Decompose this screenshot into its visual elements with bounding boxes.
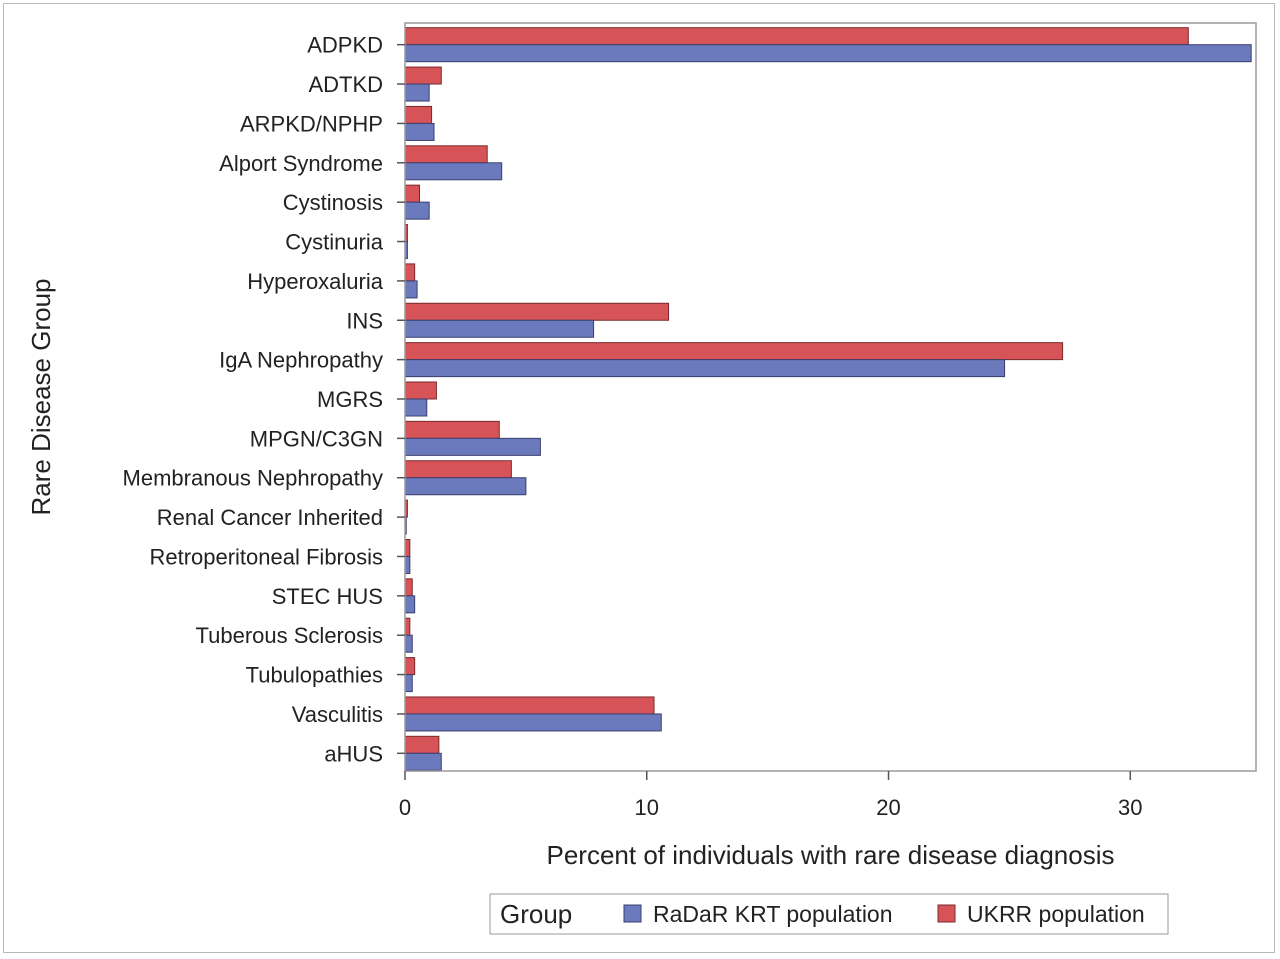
x-axis: 0 10 20 30 bbox=[399, 771, 1143, 820]
y-tick-label-17: Vasculitis bbox=[292, 702, 383, 727]
bar-radar-15 bbox=[404, 634, 413, 653]
bar-radar-14 bbox=[404, 595, 416, 614]
bar-ukrr-17 bbox=[404, 696, 655, 715]
bar-radar-7 bbox=[404, 319, 595, 338]
bar-ukrr-11 bbox=[404, 460, 512, 479]
x-axis-title: Percent of individuals with rare disease… bbox=[547, 840, 1115, 870]
bar-ukrr-6 bbox=[404, 263, 416, 282]
legend-label-ukrr: UKRR population bbox=[967, 901, 1145, 927]
bar-radar-11 bbox=[404, 477, 527, 496]
bar-radar-9 bbox=[404, 398, 428, 417]
bar-ukrr-4 bbox=[404, 184, 421, 203]
bar-ukrr-18 bbox=[404, 735, 440, 754]
y-tick-label-6: Hyperoxaluria bbox=[247, 269, 383, 294]
bar-ukrr-10 bbox=[404, 420, 500, 439]
y-tick-label-9: MGRS bbox=[317, 387, 383, 412]
y-tick-label-8: IgA Nephropathy bbox=[219, 348, 383, 373]
x-tick-label-3: 30 bbox=[1118, 795, 1142, 820]
y-axis: ADPKD ADTKD ARPKD/NPHP Alport Syndrome Cysti… bbox=[123, 33, 405, 766]
x-tick-label-2: 20 bbox=[876, 795, 900, 820]
bar-ukrr-2 bbox=[404, 105, 433, 124]
bar-ukrr-8 bbox=[404, 342, 1064, 361]
bar-radar-2 bbox=[404, 122, 435, 141]
y-tick-label-14: STEC HUS bbox=[272, 584, 383, 609]
bar-ukrr-1 bbox=[404, 66, 442, 85]
y-tick-label-3: Alport Syndrome bbox=[219, 151, 383, 176]
bar-ukrr-14 bbox=[404, 578, 413, 597]
bar-radar-6 bbox=[404, 280, 418, 299]
y-tick-label-4: Cystinosis bbox=[283, 190, 383, 215]
y-tick-label-5: Cystinuria bbox=[285, 230, 384, 255]
bar-ukrr-9 bbox=[404, 381, 437, 400]
bar-radar-3 bbox=[404, 162, 503, 181]
bar-ukrr-7 bbox=[404, 302, 670, 321]
bar-radar-16 bbox=[404, 674, 413, 693]
bar-radar-18 bbox=[404, 752, 442, 771]
bar-ukrr-3 bbox=[404, 145, 488, 164]
y-tick-label-15: Tuberous Sclerosis bbox=[196, 623, 383, 648]
y-axis-title: Rare Disease Group bbox=[26, 279, 56, 516]
legend: Group RaDaR KRT population UKRR populati… bbox=[489, 893, 1169, 935]
legend-label-radar: RaDaR KRT population bbox=[653, 901, 893, 927]
bar-radar-8 bbox=[404, 359, 1006, 378]
y-tick-label-11: Membranous Nephropathy bbox=[123, 466, 383, 491]
y-tick-label-18: aHUS bbox=[324, 741, 383, 766]
y-tick-label-1: ADTKD bbox=[308, 72, 383, 97]
legend-swatch-radar bbox=[623, 904, 642, 923]
y-tick-label-10: MPGN/C3GN bbox=[250, 426, 383, 451]
bar-ukrr-16 bbox=[404, 657, 416, 676]
bar-radar-10 bbox=[404, 437, 541, 456]
y-tick-label-2: ARPKD/NPHP bbox=[240, 111, 383, 136]
x-tick-label-0: 0 bbox=[399, 795, 411, 820]
chart-frame bbox=[3, 3, 1275, 953]
legend-swatch-ukrr bbox=[937, 904, 956, 923]
y-tick-label-12: Renal Cancer Inherited bbox=[157, 505, 383, 530]
bar-radar-4 bbox=[404, 201, 430, 220]
bar-radar-0 bbox=[404, 44, 1252, 63]
y-tick-label-13: Retroperitoneal Fibrosis bbox=[149, 544, 383, 569]
y-tick-label-7: INS bbox=[346, 308, 383, 333]
legend-title: Group bbox=[500, 899, 572, 929]
bars-group bbox=[404, 27, 1252, 771]
y-tick-label-16: Tubulopathies bbox=[246, 663, 383, 688]
bar-radar-17 bbox=[404, 713, 662, 732]
bar-radar-1 bbox=[404, 83, 430, 102]
y-tick-label-0: ADPKD bbox=[307, 33, 383, 58]
x-tick-label-1: 10 bbox=[635, 795, 659, 820]
bar-ukrr-0 bbox=[404, 27, 1189, 46]
plot-area bbox=[404, 22, 1257, 772]
legend-box bbox=[489, 893, 1169, 935]
